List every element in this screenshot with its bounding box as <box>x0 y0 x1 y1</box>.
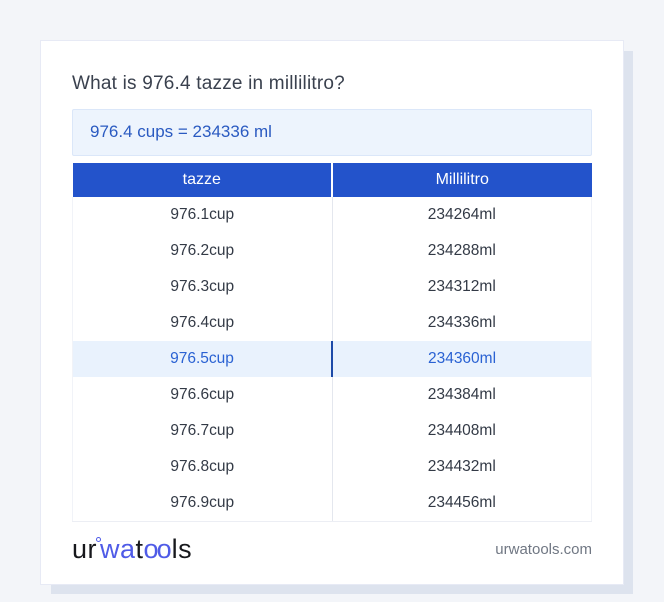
converter-card: What is 976.4 tazze in millilitro? 976.4… <box>40 40 624 585</box>
column-header-millilitro: Millilitro <box>332 163 592 197</box>
table-row[interactable]: 976.7cup 234408ml <box>72 413 592 449</box>
table-row[interactable]: 976.1cup 234264ml <box>72 197 592 233</box>
ml-cell: 234336ml <box>332 305 592 341</box>
table-row[interactable]: 976.4cup 234336ml <box>72 305 592 341</box>
ml-cell: 234432ml <box>332 449 592 485</box>
logo-segment-blue: wa <box>100 534 136 564</box>
logo-segment-dark: t <box>135 534 144 564</box>
cup-cell: 976.3cup <box>72 269 333 305</box>
column-header-tazze: tazze <box>72 163 333 197</box>
conversion-result-box: 976.4 cups = 234336 ml <box>72 109 592 156</box>
cup-cell: 976.7cup <box>72 413 333 449</box>
cup-cell: 976.6cup <box>72 377 333 413</box>
table-row[interactable]: 976.5cup 234360ml <box>72 341 592 377</box>
cup-cell: 976.4cup <box>72 305 333 341</box>
cup-cell: 976.8cup <box>72 449 333 485</box>
table-row[interactable]: 976.8cup 234432ml <box>72 449 592 485</box>
table-row[interactable]: 976.3cup 234312ml <box>72 269 592 305</box>
logo-segment-dark: ur <box>72 534 98 564</box>
table-row[interactable]: 976.9cup 234456ml <box>72 485 592 522</box>
logo-segment-dark: ls <box>171 534 193 564</box>
cup-cell: 976.2cup <box>72 233 333 269</box>
ml-cell: 234384ml <box>332 377 592 413</box>
ml-cell: 234312ml <box>332 269 592 305</box>
conversion-table-header: tazze Millilitro <box>72 163 592 197</box>
page-title: What is 976.4 tazze in millilitro? <box>72 73 345 94</box>
conversion-result-text: 976.4 cups = 234336 ml <box>90 122 272 141</box>
logo-ring-icon <box>96 537 102 542</box>
cup-cell: 976.1cup <box>72 197 333 233</box>
urwatools-logo[interactable]: ur watools <box>72 536 192 563</box>
ml-cell: 234264ml <box>332 197 592 233</box>
website-url: urwatools.com <box>495 541 592 558</box>
ml-cell: 234288ml <box>332 233 592 269</box>
ml-cell: 234408ml <box>332 413 592 449</box>
conversion-table: tazze Millilitro 976.1cup 234264ml 976.2… <box>72 163 592 522</box>
footer: ur watools urwatools.com <box>72 528 592 572</box>
cup-cell: 976.5cup <box>72 341 333 377</box>
ml-cell: 234360ml <box>332 341 592 377</box>
table-row[interactable]: 976.6cup 234384ml <box>72 377 592 413</box>
table-row[interactable]: 976.2cup 234288ml <box>72 233 592 269</box>
conversion-table-body: 976.1cup 234264ml 976.2cup 234288ml 976.… <box>72 197 592 522</box>
logo-oo-glyph: oo <box>143 534 172 564</box>
cup-cell: 976.9cup <box>72 485 333 522</box>
ml-cell: 234456ml <box>332 485 592 522</box>
